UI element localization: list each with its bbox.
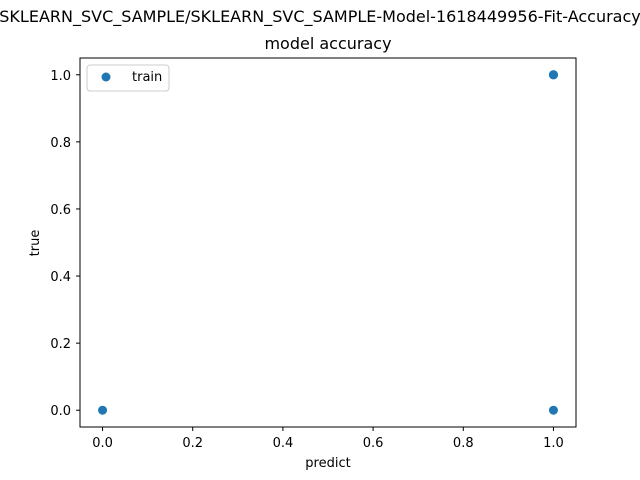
legend: train bbox=[86, 64, 170, 92]
y-tick-label: 1.0 bbox=[50, 69, 71, 84]
plot-area: 0.0 0.2 0.4 0.6 0.8 1.0 0.0 0.2 0.4 0.6 0.8 1.0 bbox=[50, 57, 577, 451]
x-tick-label: 1.0 bbox=[543, 436, 564, 451]
y-tick-label: 0.2 bbox=[50, 337, 71, 352]
data-point bbox=[548, 405, 558, 415]
y-tick-label: 0.4 bbox=[50, 270, 71, 285]
x-tick-label: 0.8 bbox=[453, 436, 474, 451]
x-tick-label: 0.4 bbox=[273, 436, 294, 451]
data-point bbox=[98, 405, 108, 415]
legend-marker-train bbox=[101, 72, 111, 82]
x-tick-label: 0.6 bbox=[363, 436, 384, 451]
legend-box bbox=[86, 64, 170, 92]
x-axis-label: predict bbox=[305, 456, 350, 471]
x-tick-label: 0.0 bbox=[92, 436, 113, 451]
y-tick-label: 0.8 bbox=[50, 136, 71, 151]
chart-suptitle: SKLEARN_SVC_SAMPLE/SKLEARN_SVC_SAMPLE-Mo… bbox=[0, 7, 640, 27]
y-axis-label: true bbox=[28, 230, 43, 257]
y-tick-label: 0.6 bbox=[50, 203, 71, 218]
legend-label-train: train bbox=[132, 70, 162, 85]
axes-frame bbox=[79, 57, 577, 428]
x-tick-label: 0.2 bbox=[182, 436, 203, 451]
chart-title: model accuracy bbox=[264, 34, 391, 53]
data-point bbox=[548, 70, 558, 80]
y-tick-label: 0.0 bbox=[50, 404, 71, 419]
